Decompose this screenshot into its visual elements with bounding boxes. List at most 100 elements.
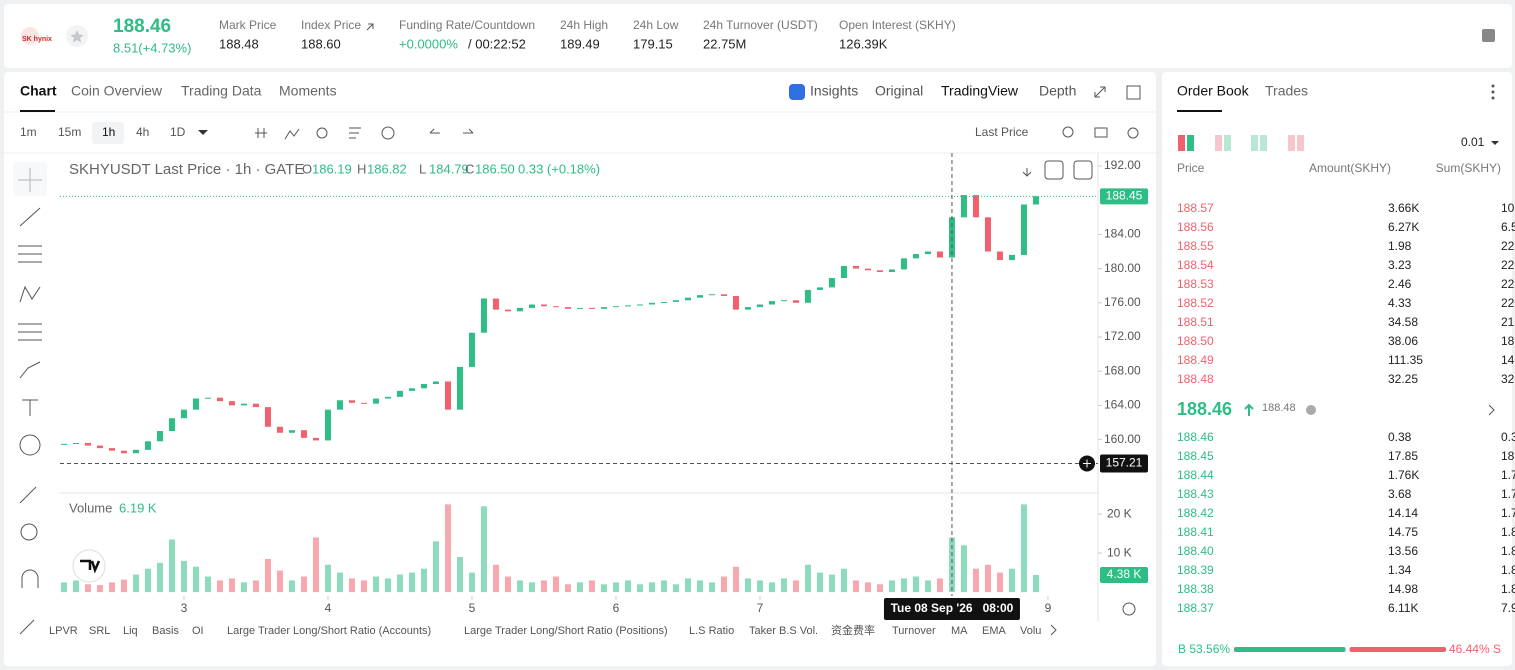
indicator[interactable]: 资金费率 <box>831 623 875 637</box>
volume-bar <box>396 574 403 593</box>
candle <box>540 304 547 307</box>
volume-bar <box>468 572 475 593</box>
volume-bar <box>240 582 247 593</box>
settings-icon[interactable] <box>1482 29 1495 42</box>
candle <box>684 297 691 301</box>
volume-bar <box>576 582 583 593</box>
volume-bar <box>684 578 691 593</box>
volume-bar <box>276 570 283 593</box>
ob-sum: 10.16K <box>1501 201 1515 215</box>
price-source[interactable]: Last Price <box>975 125 1029 139</box>
tool-selected <box>13 162 47 196</box>
volume-bar <box>840 568 847 593</box>
indicator[interactable]: MA <box>951 625 968 637</box>
dropdown-icon[interactable] <box>198 130 208 135</box>
crosshair-time-tag <box>883 598 1020 620</box>
tab[interactable]: Chart <box>20 83 57 99</box>
indicator[interactable]: L.S Ratio <box>689 625 734 637</box>
ob-price: 188.44 <box>1177 468 1214 482</box>
view-tab[interactable]: Original <box>875 83 923 99</box>
volume-bar <box>324 564 331 593</box>
view-tab[interactable]: Depth <box>1039 83 1076 99</box>
volume-bar <box>372 576 379 593</box>
tab[interactable]: Coin Overview <box>71 83 163 99</box>
ob-amount: 3.66K <box>1388 201 1419 215</box>
volume-bar <box>960 545 967 593</box>
interval[interactable]: 1D <box>170 125 186 139</box>
candle <box>300 430 307 438</box>
candle <box>180 409 187 419</box>
tab[interactable]: Trading Data <box>181 83 262 99</box>
ob-amount: 14.14 <box>1388 506 1418 520</box>
interval[interactable]: 1m <box>20 125 37 139</box>
volume-bar <box>792 580 799 593</box>
x-tick-label: 6 <box>613 601 620 615</box>
ob-tab[interactable]: Trades <box>1265 83 1308 99</box>
candle <box>348 400 355 403</box>
volume-bar <box>72 580 79 593</box>
candle <box>408 388 415 391</box>
indicator[interactable]: Taker B.S Vol. <box>749 625 818 637</box>
candle <box>924 251 931 255</box>
tab[interactable]: Moments <box>279 83 337 99</box>
indicator[interactable]: Volu <box>1020 625 1041 637</box>
candle <box>1032 196 1039 205</box>
indicator[interactable]: SRL <box>89 625 110 637</box>
stat-value: 188.60 <box>301 36 341 51</box>
ob-tab[interactable]: Order Book <box>1177 83 1250 99</box>
indicator[interactable]: Large Trader Long/Short Ratio (Accounts) <box>227 625 431 637</box>
view-tab[interactable]: Insights <box>810 83 858 99</box>
up-arrow <box>1244 403 1254 416</box>
candle <box>852 266 859 269</box>
volume-bar <box>672 584 679 593</box>
interval[interactable]: 1h <box>102 125 115 139</box>
ob-amount: 38.06 <box>1388 334 1418 348</box>
precision[interactable]: 0.01 <box>1461 135 1485 149</box>
view-tab[interactable]: TradingView <box>941 83 1019 99</box>
volume-bar <box>168 539 175 593</box>
indicator[interactable]: Basis <box>152 625 179 637</box>
candle <box>216 397 223 402</box>
ob-price: 188.50 <box>1177 334 1214 348</box>
volume-bar <box>420 568 427 593</box>
ob-price: 188.42 <box>1177 506 1214 520</box>
volume-bar <box>516 580 523 593</box>
candle <box>192 398 199 410</box>
price-change: 8.51(+4.73%) <box>113 40 191 55</box>
volume-bar <box>888 580 895 593</box>
candle <box>708 294 715 296</box>
ob-sum: 143.60 <box>1501 353 1515 367</box>
volume-bar <box>84 584 91 593</box>
indicator[interactable]: OI <box>192 625 204 637</box>
candle <box>780 300 787 302</box>
ob-sum: 6.50K <box>1501 220 1515 234</box>
volume-bar <box>288 580 295 593</box>
candle <box>372 398 379 404</box>
volume-bar <box>900 578 907 593</box>
volume-bar <box>156 562 163 593</box>
indicator[interactable]: Liq <box>123 625 138 637</box>
header-panel <box>4 4 1512 68</box>
ob-amount: 14.98 <box>1388 582 1418 596</box>
ob-price: 188.57 <box>1177 201 1214 215</box>
ob-amount: 6.11K <box>1388 601 1418 615</box>
candle <box>156 431 163 442</box>
indicator[interactable]: EMA <box>982 625 1007 637</box>
window-icon[interactable] <box>1126 85 1141 100</box>
star-icon <box>70 30 84 43</box>
indicator[interactable]: Turnover <box>892 625 936 637</box>
volume-bar <box>564 584 571 593</box>
expand-icon[interactable] <box>1094 86 1106 98</box>
interval[interactable]: 15m <box>58 125 81 139</box>
stat-value: 188.48 <box>219 36 259 51</box>
candle <box>444 381 451 410</box>
interval[interactable]: 4h <box>136 125 149 139</box>
candle <box>984 217 991 252</box>
volume-bar <box>252 580 259 593</box>
ob-price: 188.41 <box>1177 525 1214 539</box>
indicator[interactable]: LPVR <box>49 625 78 637</box>
indicator[interactable]: Large Trader Long/Short Ratio (Positions… <box>464 625 668 637</box>
volume-bar <box>384 578 391 593</box>
ob-sum: 1.81K <box>1501 525 1515 539</box>
